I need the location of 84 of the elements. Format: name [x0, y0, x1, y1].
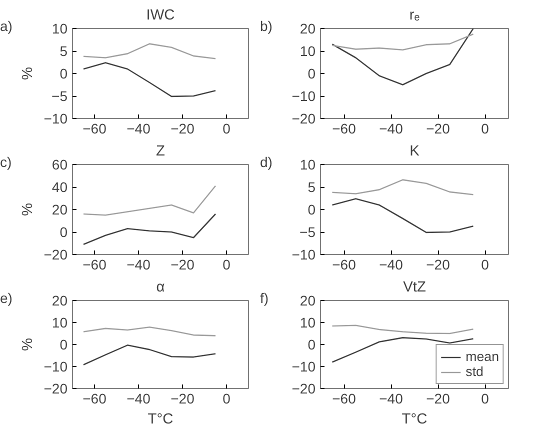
line-series	[82, 326, 216, 336]
x-tick-label: 0	[481, 256, 490, 272]
x-tick-label: 0	[481, 120, 490, 136]
y-tick-label: 0	[308, 336, 316, 352]
y-tick-label: 20	[300, 20, 316, 36]
y-tick-label: 10	[300, 314, 316, 330]
y-tick-label: −5	[52, 88, 68, 104]
y-tick-label: 60	[52, 156, 68, 172]
y-tick-label: 10	[300, 156, 316, 172]
x-tick-label: −40	[126, 390, 151, 406]
chart-title: rₑ	[409, 8, 420, 24]
y-tick-label: −5	[300, 224, 316, 240]
text: e)	[0, 289, 12, 308]
y-tick-label: 20	[52, 202, 68, 218]
x-tick-label: −20	[170, 256, 195, 272]
x-tick-label: −20	[426, 120, 450, 136]
x-tick-label: −60	[332, 120, 356, 136]
y-tick-label: 10	[300, 43, 316, 59]
y-tick-label: −10	[44, 110, 68, 126]
line-series	[82, 344, 216, 366]
text: a)	[0, 17, 12, 36]
line-series	[82, 185, 216, 216]
text: c)	[0, 153, 12, 172]
text: b)	[260, 17, 272, 36]
x-tick-label: −60	[332, 256, 356, 272]
y-tick-label: −10	[44, 358, 68, 374]
y-tick-label: 0	[308, 66, 316, 82]
x-tick-label: −40	[379, 256, 404, 272]
chart-title: α	[156, 280, 166, 296]
x-tick-label: 0	[222, 120, 231, 136]
x-tick-label: −60	[82, 256, 107, 272]
y-tick-label: −20	[292, 380, 316, 396]
y-axis-title: %	[20, 202, 36, 216]
text: f)	[260, 289, 269, 308]
y-tick-label: −10	[292, 246, 316, 262]
line-series	[332, 28, 474, 86]
x-axis-title: T°C	[148, 412, 174, 428]
x-axis-title: T°C	[402, 412, 428, 428]
y-tick-label: 5	[60, 43, 68, 59]
y-tick-label: 40	[52, 179, 68, 195]
y-tick-label: −20	[292, 110, 316, 126]
x-tick-label: −60	[82, 390, 107, 406]
y-tick-label: −20	[44, 246, 68, 262]
y-tick-label: −20	[44, 380, 68, 396]
chart-title: VtZ	[403, 280, 426, 296]
y-axis-title: %	[20, 66, 36, 80]
x-tick-label: −60	[332, 390, 356, 406]
y-tick-label: −10	[292, 88, 316, 104]
chart-title: K	[410, 144, 420, 160]
x-tick-label: 0	[481, 390, 490, 406]
x-tick-label: 0	[222, 390, 231, 406]
legend-label: std	[466, 364, 484, 379]
x-tick-label: −20	[170, 120, 195, 136]
x-tick-label: −20	[426, 390, 450, 406]
x-tick-label: −40	[126, 256, 151, 272]
line-series	[332, 198, 474, 234]
y-tick-label: 20	[52, 292, 68, 308]
y-tick-label: 10	[52, 20, 68, 36]
y-tick-label: 0	[60, 336, 68, 352]
y-axis-title: %	[20, 338, 36, 352]
line-series	[332, 179, 474, 196]
line-series	[82, 62, 216, 98]
x-tick-label: −40	[379, 120, 404, 136]
y-tick-label: 10	[52, 314, 68, 330]
x-tick-label: −20	[170, 390, 195, 406]
x-tick-label: −40	[126, 120, 151, 136]
y-tick-label: 0	[308, 202, 316, 218]
y-tick-label: 20	[300, 292, 316, 308]
legend-label: mean	[466, 349, 499, 364]
x-tick-label: −20	[426, 256, 450, 272]
text: d)	[260, 153, 272, 172]
y-tick-label: 0	[60, 224, 68, 240]
y-tick-label: 5	[308, 179, 316, 195]
x-tick-label: −60	[82, 120, 107, 136]
chart-title: Z	[156, 144, 166, 160]
y-tick-label: −10	[292, 358, 316, 374]
x-tick-label: 0	[222, 256, 231, 272]
line-series	[332, 33, 474, 51]
line-series	[332, 324, 474, 334]
chart-title: IWC	[146, 8, 176, 24]
line-series	[82, 43, 216, 60]
x-tick-label: −40	[379, 390, 404, 406]
line-series	[82, 213, 216, 246]
y-tick-label: 0	[60, 66, 68, 82]
